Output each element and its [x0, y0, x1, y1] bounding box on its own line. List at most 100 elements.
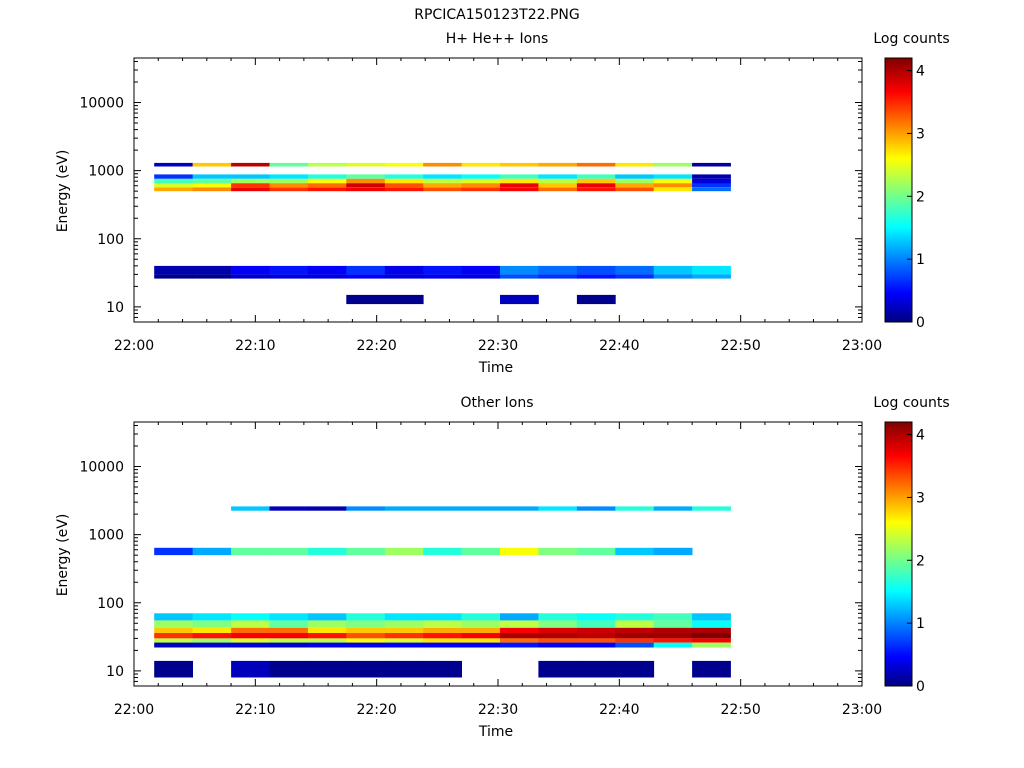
heatmap-cell [346, 660, 386, 678]
heatmap-cell [500, 547, 539, 556]
heatmap-cell [154, 265, 193, 275]
x-tick-label: 22:40 [599, 338, 639, 354]
heatmap-cell [192, 613, 232, 621]
heatmap-cell [692, 638, 731, 643]
heatmap-cell [384, 620, 424, 628]
heatmap-cell [576, 642, 616, 648]
panel-title: Other Ions [460, 395, 533, 411]
heatmap-cell [576, 613, 616, 621]
x-tick-label: 22:10 [235, 702, 275, 718]
heatmap-cell [500, 613, 539, 621]
heatmap-cell [346, 642, 386, 648]
heatmap-cell [461, 642, 501, 648]
heatmap-cell [653, 633, 693, 639]
heatmap-cell [615, 174, 655, 179]
heatmap-cell [231, 638, 270, 643]
heatmap-cell [692, 274, 731, 279]
heatmap-cell [538, 633, 578, 639]
colorbar-label: Log counts [873, 395, 949, 411]
heatmap-cell [231, 547, 270, 556]
heatmap-cell [576, 265, 616, 275]
heatmap-cell [653, 638, 693, 643]
heatmap-cell [346, 294, 386, 305]
heatmap-cell [615, 162, 655, 167]
heatmap-cell [461, 162, 501, 167]
heatmap-cell [500, 620, 539, 628]
heatmap-cell [269, 613, 309, 621]
heatmap-cell [346, 265, 386, 275]
heatmap-cell [423, 506, 462, 511]
y-tick-label: 100 [97, 232, 124, 248]
heatmap-cell [500, 642, 539, 648]
heatmap-cell [615, 547, 655, 556]
heatmap-cell [500, 274, 539, 279]
heatmap-cell [538, 187, 578, 192]
x-tick-label: 23:00 [842, 702, 882, 718]
heatmap-cell [307, 274, 347, 279]
heatmap-cell [538, 547, 578, 556]
heatmap-cell [231, 506, 270, 511]
heatmap-cell [538, 174, 578, 179]
heatmap-cell [615, 178, 655, 184]
heatmap-cell [346, 633, 386, 639]
x-tick-label: 22:20 [356, 338, 396, 354]
colorbar-tick-label: 4 [916, 64, 925, 80]
heatmap-cell [346, 187, 386, 192]
heatmap-cell [423, 660, 462, 678]
heatmap-cell [307, 162, 347, 167]
heatmap-cell [692, 660, 731, 678]
heatmap-cell [500, 633, 539, 639]
heatmap-cell [538, 638, 578, 643]
y-tick-label: 10 [106, 664, 124, 680]
heatmap-cell [615, 660, 655, 678]
heatmap-cell [576, 627, 616, 633]
heatmap-cell [384, 627, 424, 633]
heatmap-cell [231, 620, 270, 628]
heatmap-cell [615, 633, 655, 639]
heatmap-cell [423, 633, 462, 639]
heatmap-cell [231, 187, 270, 192]
heatmap-cell [538, 274, 578, 279]
heatmap-cell [192, 620, 232, 628]
heatmap-cell [692, 174, 731, 179]
heatmap-cell [384, 613, 424, 621]
heatmap-cell [576, 178, 616, 184]
heatmap-cell [576, 187, 616, 192]
heatmap-cell [423, 182, 462, 188]
y-axis-label: Energy (eV) [55, 150, 71, 233]
heatmap-cell [231, 265, 270, 275]
heatmap-cell [461, 274, 501, 279]
heatmap-cell [192, 627, 232, 633]
heatmap-cell [461, 265, 501, 275]
heatmap-cell [346, 178, 386, 184]
heatmap-cell [538, 265, 578, 275]
heatmap-cell [154, 178, 193, 184]
heatmap-cell [192, 638, 232, 643]
x-tick-label: 22:10 [235, 338, 275, 354]
heatmap-cell [538, 642, 578, 648]
heatmap-cell [346, 162, 386, 167]
heatmap-cell [500, 294, 539, 305]
heatmap-cell [538, 178, 578, 184]
x-axis-label: Time [478, 360, 513, 376]
heatmap-cell [384, 182, 424, 188]
heatmap-cell [576, 274, 616, 279]
heatmap-cell [269, 162, 309, 167]
heatmap-cell [231, 174, 270, 179]
heatmap-cell [346, 182, 386, 188]
heatmap-cell [461, 506, 501, 511]
colorbar: Log counts 0 1 2 3 4 [873, 31, 949, 331]
heatmap-cell [538, 182, 578, 188]
heatmap-cell [269, 627, 309, 633]
heatmap-cell [653, 174, 693, 179]
heatmap-cell [653, 506, 693, 511]
heatmap-cell [154, 613, 193, 621]
heatmap-cell [461, 174, 501, 179]
y-axis-label: Energy (eV) [55, 514, 71, 597]
heatmap-cell [346, 613, 386, 621]
heatmap-cell [500, 506, 539, 511]
x-tick-label: 22:20 [356, 702, 396, 718]
heatmap-cell [346, 547, 386, 556]
